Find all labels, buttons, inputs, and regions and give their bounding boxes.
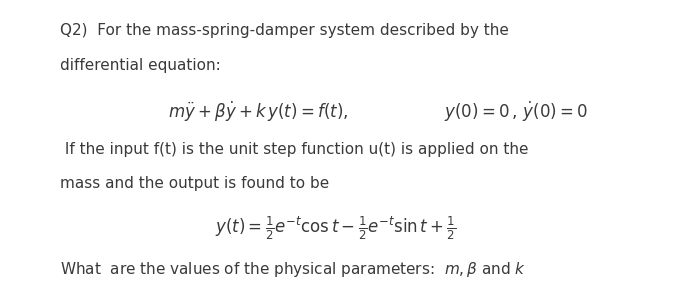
Text: $m\ddot{y} + \beta\dot{y} + k\, y(t) = f(t),$: $m\ddot{y} + \beta\dot{y} + k\, y(t) = f… [168, 100, 349, 124]
Text: mass and the output is found to be: mass and the output is found to be [60, 176, 329, 191]
Text: If the input f(t) is the unit step function u(t) is applied on the: If the input f(t) is the unit step funct… [60, 142, 528, 157]
Text: $y(t) = \frac{1}{2}e^{-t}\cos t - \frac{1}{2}e^{-t}\sin t + \frac{1}{2}$: $y(t) = \frac{1}{2}e^{-t}\cos t - \frac{… [216, 215, 456, 242]
Text: $y(0) = 0\,,\,\dot{y}(0) = 0$: $y(0) = 0\,,\,\dot{y}(0) = 0$ [444, 100, 589, 124]
Text: differential equation:: differential equation: [60, 58, 220, 73]
Text: What  are the values of the physical parameters:  $m, \beta$ and $k$: What are the values of the physical para… [60, 260, 526, 279]
Text: Q2)  For the mass-spring-damper system described by the: Q2) For the mass-spring-damper system de… [60, 23, 508, 38]
